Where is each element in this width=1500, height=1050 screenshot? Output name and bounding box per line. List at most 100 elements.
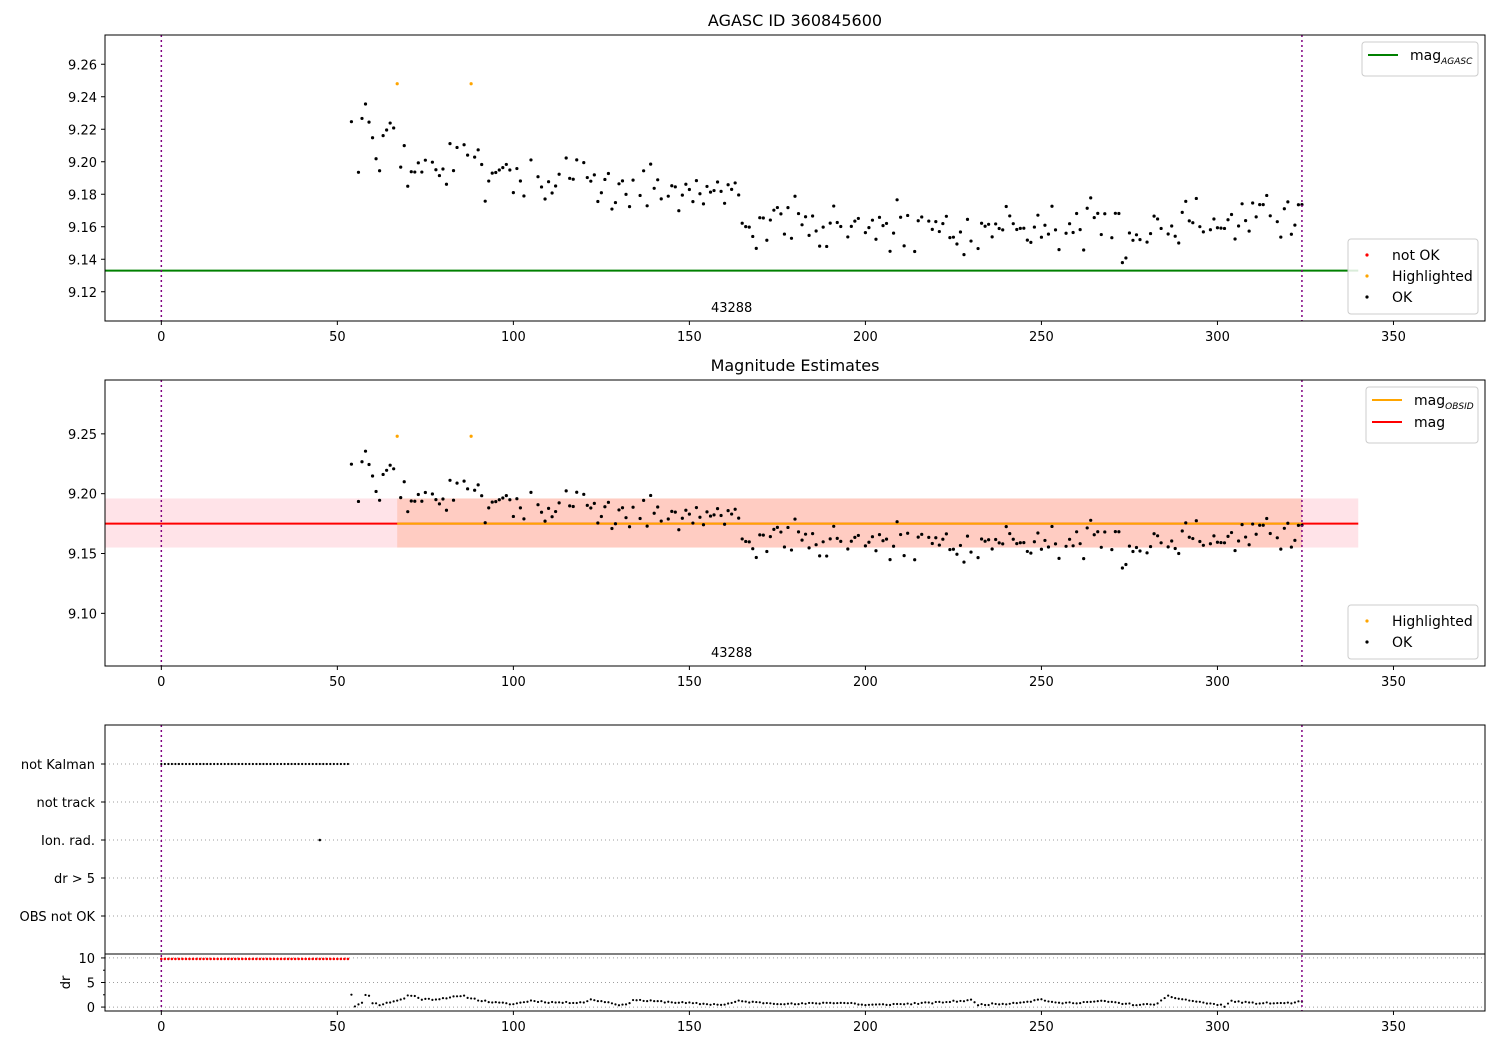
ok-point [1258, 523, 1262, 527]
dr-point [825, 1001, 828, 1004]
dr-point [1209, 1002, 1212, 1005]
obsid-label: 43288 [711, 301, 752, 316]
ok-point [377, 169, 382, 173]
ok-point [761, 216, 765, 220]
dr-point [948, 1000, 951, 1004]
ok-point [627, 205, 632, 209]
x-tick-label: 100 [501, 330, 526, 345]
ok-point [832, 204, 836, 208]
dr-point [839, 1001, 842, 1004]
not-kalman-point [283, 762, 286, 766]
plot-2: Magnitude Estimates 43288 0 50 100 150 200 250 3… [68, 356, 1486, 690]
ok-point [624, 516, 628, 520]
ok-point [1046, 545, 1051, 549]
obsid-label: 43288 [711, 646, 752, 661]
ok-point [441, 167, 445, 171]
y-tick-label: 9.18 [68, 188, 97, 203]
ok-point [659, 519, 663, 523]
dr-point [860, 1003, 863, 1006]
ok-point [694, 505, 699, 510]
dr-point [445, 997, 448, 1000]
dr-point [600, 1000, 603, 1003]
dr-point [969, 998, 973, 1001]
ok-point [927, 219, 931, 223]
not-kalman-point [336, 762, 339, 766]
not-kalman-point [223, 762, 226, 766]
ok-point [828, 537, 832, 541]
ok-point [420, 170, 424, 174]
ok-point [406, 184, 410, 188]
not-kalman-point [308, 762, 311, 766]
ok-point [381, 134, 385, 138]
ok-point [747, 540, 751, 544]
not-kalman-point [290, 762, 293, 766]
not-kalman-point [269, 762, 272, 766]
category-label: Ion. rad. [41, 834, 95, 849]
ok-point [800, 538, 804, 542]
ok-point [853, 219, 857, 223]
ok-point [874, 549, 878, 553]
dr-red-point [163, 957, 167, 961]
dr-point [1142, 1003, 1145, 1006]
plot-frame [104, 724, 1486, 1012]
dr-point [888, 1003, 892, 1007]
ok-point [536, 175, 540, 179]
ok-point [423, 158, 427, 162]
not-kalman-point [241, 762, 244, 766]
ok-point [367, 462, 371, 467]
ok-point [701, 202, 706, 206]
dr-point [617, 1004, 621, 1007]
ok-point [1057, 248, 1061, 252]
ok-point [782, 232, 787, 236]
ok-point [1057, 556, 1061, 560]
ok-point [1191, 221, 1195, 225]
dr-point [1212, 1002, 1216, 1006]
dr-point [610, 1002, 614, 1005]
dr-point [1195, 1000, 1198, 1003]
ok-point [1236, 539, 1241, 543]
dr-point [635, 999, 638, 1002]
ok-point [1152, 532, 1156, 536]
dr-point [631, 998, 635, 1002]
x-tick-label: 50 [329, 330, 346, 345]
ok-point [374, 489, 378, 494]
ok-point [888, 558, 892, 562]
dr-point [1145, 1002, 1149, 1006]
dr-point [1262, 1002, 1265, 1005]
ok-point [1219, 540, 1223, 545]
dr-point [1093, 1000, 1096, 1003]
ok-point [835, 220, 839, 225]
dr-point [702, 1002, 705, 1005]
ok-point [554, 184, 558, 188]
ok-point [409, 170, 413, 174]
ok-point [402, 480, 406, 484]
dr-point [501, 1001, 504, 1004]
ok-point [1071, 230, 1075, 235]
ok-point [620, 506, 625, 510]
y-tick-label: 9.20 [68, 488, 97, 503]
ok-point [811, 214, 815, 218]
dr-point [487, 1001, 490, 1004]
ok-point [705, 184, 709, 189]
dr-red-point [174, 957, 177, 961]
ok-point [575, 158, 579, 162]
dr-point [1110, 1000, 1113, 1003]
dr-point [864, 1004, 867, 1007]
dr-point [917, 1002, 920, 1006]
ok-point [888, 249, 892, 253]
legend-label-subscript: AGASC [1440, 57, 1473, 67]
ok-point [1078, 542, 1082, 546]
y-tick-label: 9.25 [68, 428, 97, 443]
ok-point [937, 543, 941, 547]
ok-point [1117, 211, 1121, 216]
dr-point [1072, 1002, 1075, 1005]
ok-point [944, 214, 948, 218]
dr-point [424, 997, 427, 1000]
ok-point [994, 222, 998, 226]
ok-point [811, 532, 815, 536]
ok-point [1279, 547, 1283, 551]
ok-point [796, 211, 801, 216]
ok-point [455, 145, 459, 150]
not-kalman-point [272, 762, 276, 766]
ok-point [1089, 518, 1093, 522]
